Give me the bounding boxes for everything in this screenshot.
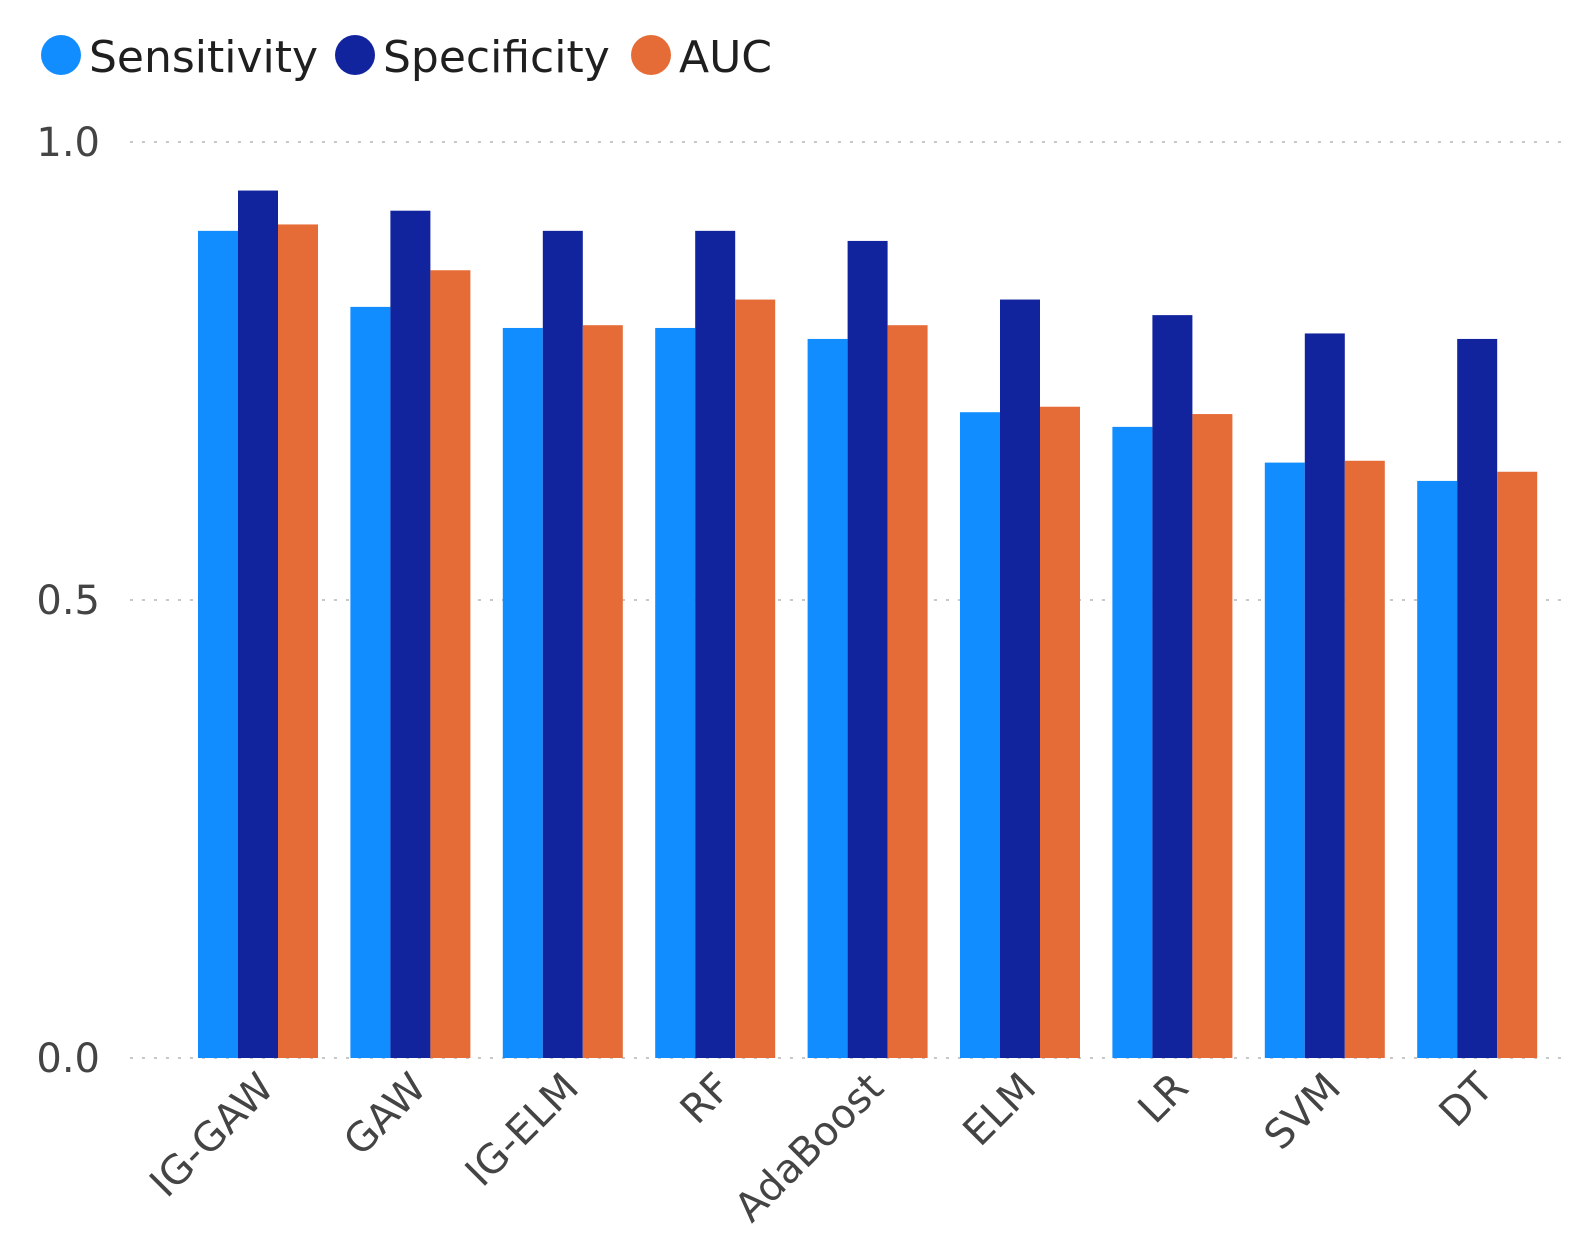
bar-ig-elm-sensitivity	[502, 327, 543, 1058]
bar-gaw-auc	[430, 270, 471, 1058]
bar-ig-gaw-sensitivity	[198, 230, 238, 1059]
bar-dt-sensitivity	[1417, 480, 1458, 1058]
bar-ig-gaw-specificity	[238, 190, 278, 1059]
bar-ig-gaw-auc	[278, 224, 318, 1058]
bar-lr-specificity	[1152, 315, 1193, 1058]
legend-label-specificity: Specificity	[383, 32, 610, 83]
y-tick-label: 0.0	[36, 1036, 100, 1082]
bar-ig-elm-auc	[582, 325, 623, 1058]
legend-label-sensitivity: Sensitivity	[89, 32, 318, 83]
legend-marker-auc	[631, 35, 671, 75]
bar-svm-specificity	[1304, 333, 1345, 1059]
x-tick-label-rf: RF	[672, 1065, 740, 1133]
x-tick-label-lr: LR	[1130, 1065, 1198, 1133]
bars	[198, 190, 1538, 1059]
bar-adaboost-auc	[887, 325, 928, 1058]
bar-svm-sensitivity	[1264, 462, 1305, 1059]
bar-rf-auc	[735, 299, 776, 1058]
bar-adaboost-sensitivity	[807, 338, 848, 1058]
bar-svm-auc	[1344, 460, 1385, 1058]
bar-adaboost-specificity	[847, 240, 888, 1059]
bar-rf-specificity	[695, 230, 736, 1059]
x-tick-label-ig-elm: IG-ELM	[457, 1065, 588, 1196]
bar-dt-auc	[1497, 471, 1538, 1058]
x-tick-label-svm: SVM	[1256, 1065, 1350, 1159]
bar-elm-specificity	[1000, 299, 1040, 1058]
x-tick-label-dt: DT	[1431, 1064, 1503, 1136]
legend-marker-specificity	[335, 35, 375, 75]
y-tick-label: 0.5	[36, 578, 100, 624]
legend-label-auc: AUC	[679, 32, 772, 83]
bar-lr-sensitivity	[1112, 426, 1153, 1059]
x-tick-label-ig-gaw: IG-GAW	[141, 1065, 283, 1207]
bar-dt-specificity	[1457, 338, 1498, 1058]
bar-rf-sensitivity	[655, 327, 696, 1058]
bar-elm-sensitivity	[960, 412, 1000, 1059]
x-tick-label-elm: ELM	[955, 1065, 1046, 1156]
bar-gaw-specificity	[390, 210, 431, 1058]
x-tick-label-adaboost: AdaBoost	[726, 1065, 893, 1232]
legend: Sensitivity Specificity AUC	[41, 32, 772, 83]
bar-ig-elm-specificity	[542, 230, 583, 1059]
legend-marker-sensitivity	[41, 35, 81, 75]
bar-lr-auc	[1192, 414, 1233, 1058]
x-tick-label-gaw: GAW	[335, 1065, 435, 1165]
y-axis: 0.0 0.5 1.0	[36, 120, 100, 1082]
bar-elm-auc	[1040, 406, 1080, 1058]
y-tick-label: 1.0	[36, 120, 100, 166]
bar-gaw-sensitivity	[350, 306, 391, 1058]
